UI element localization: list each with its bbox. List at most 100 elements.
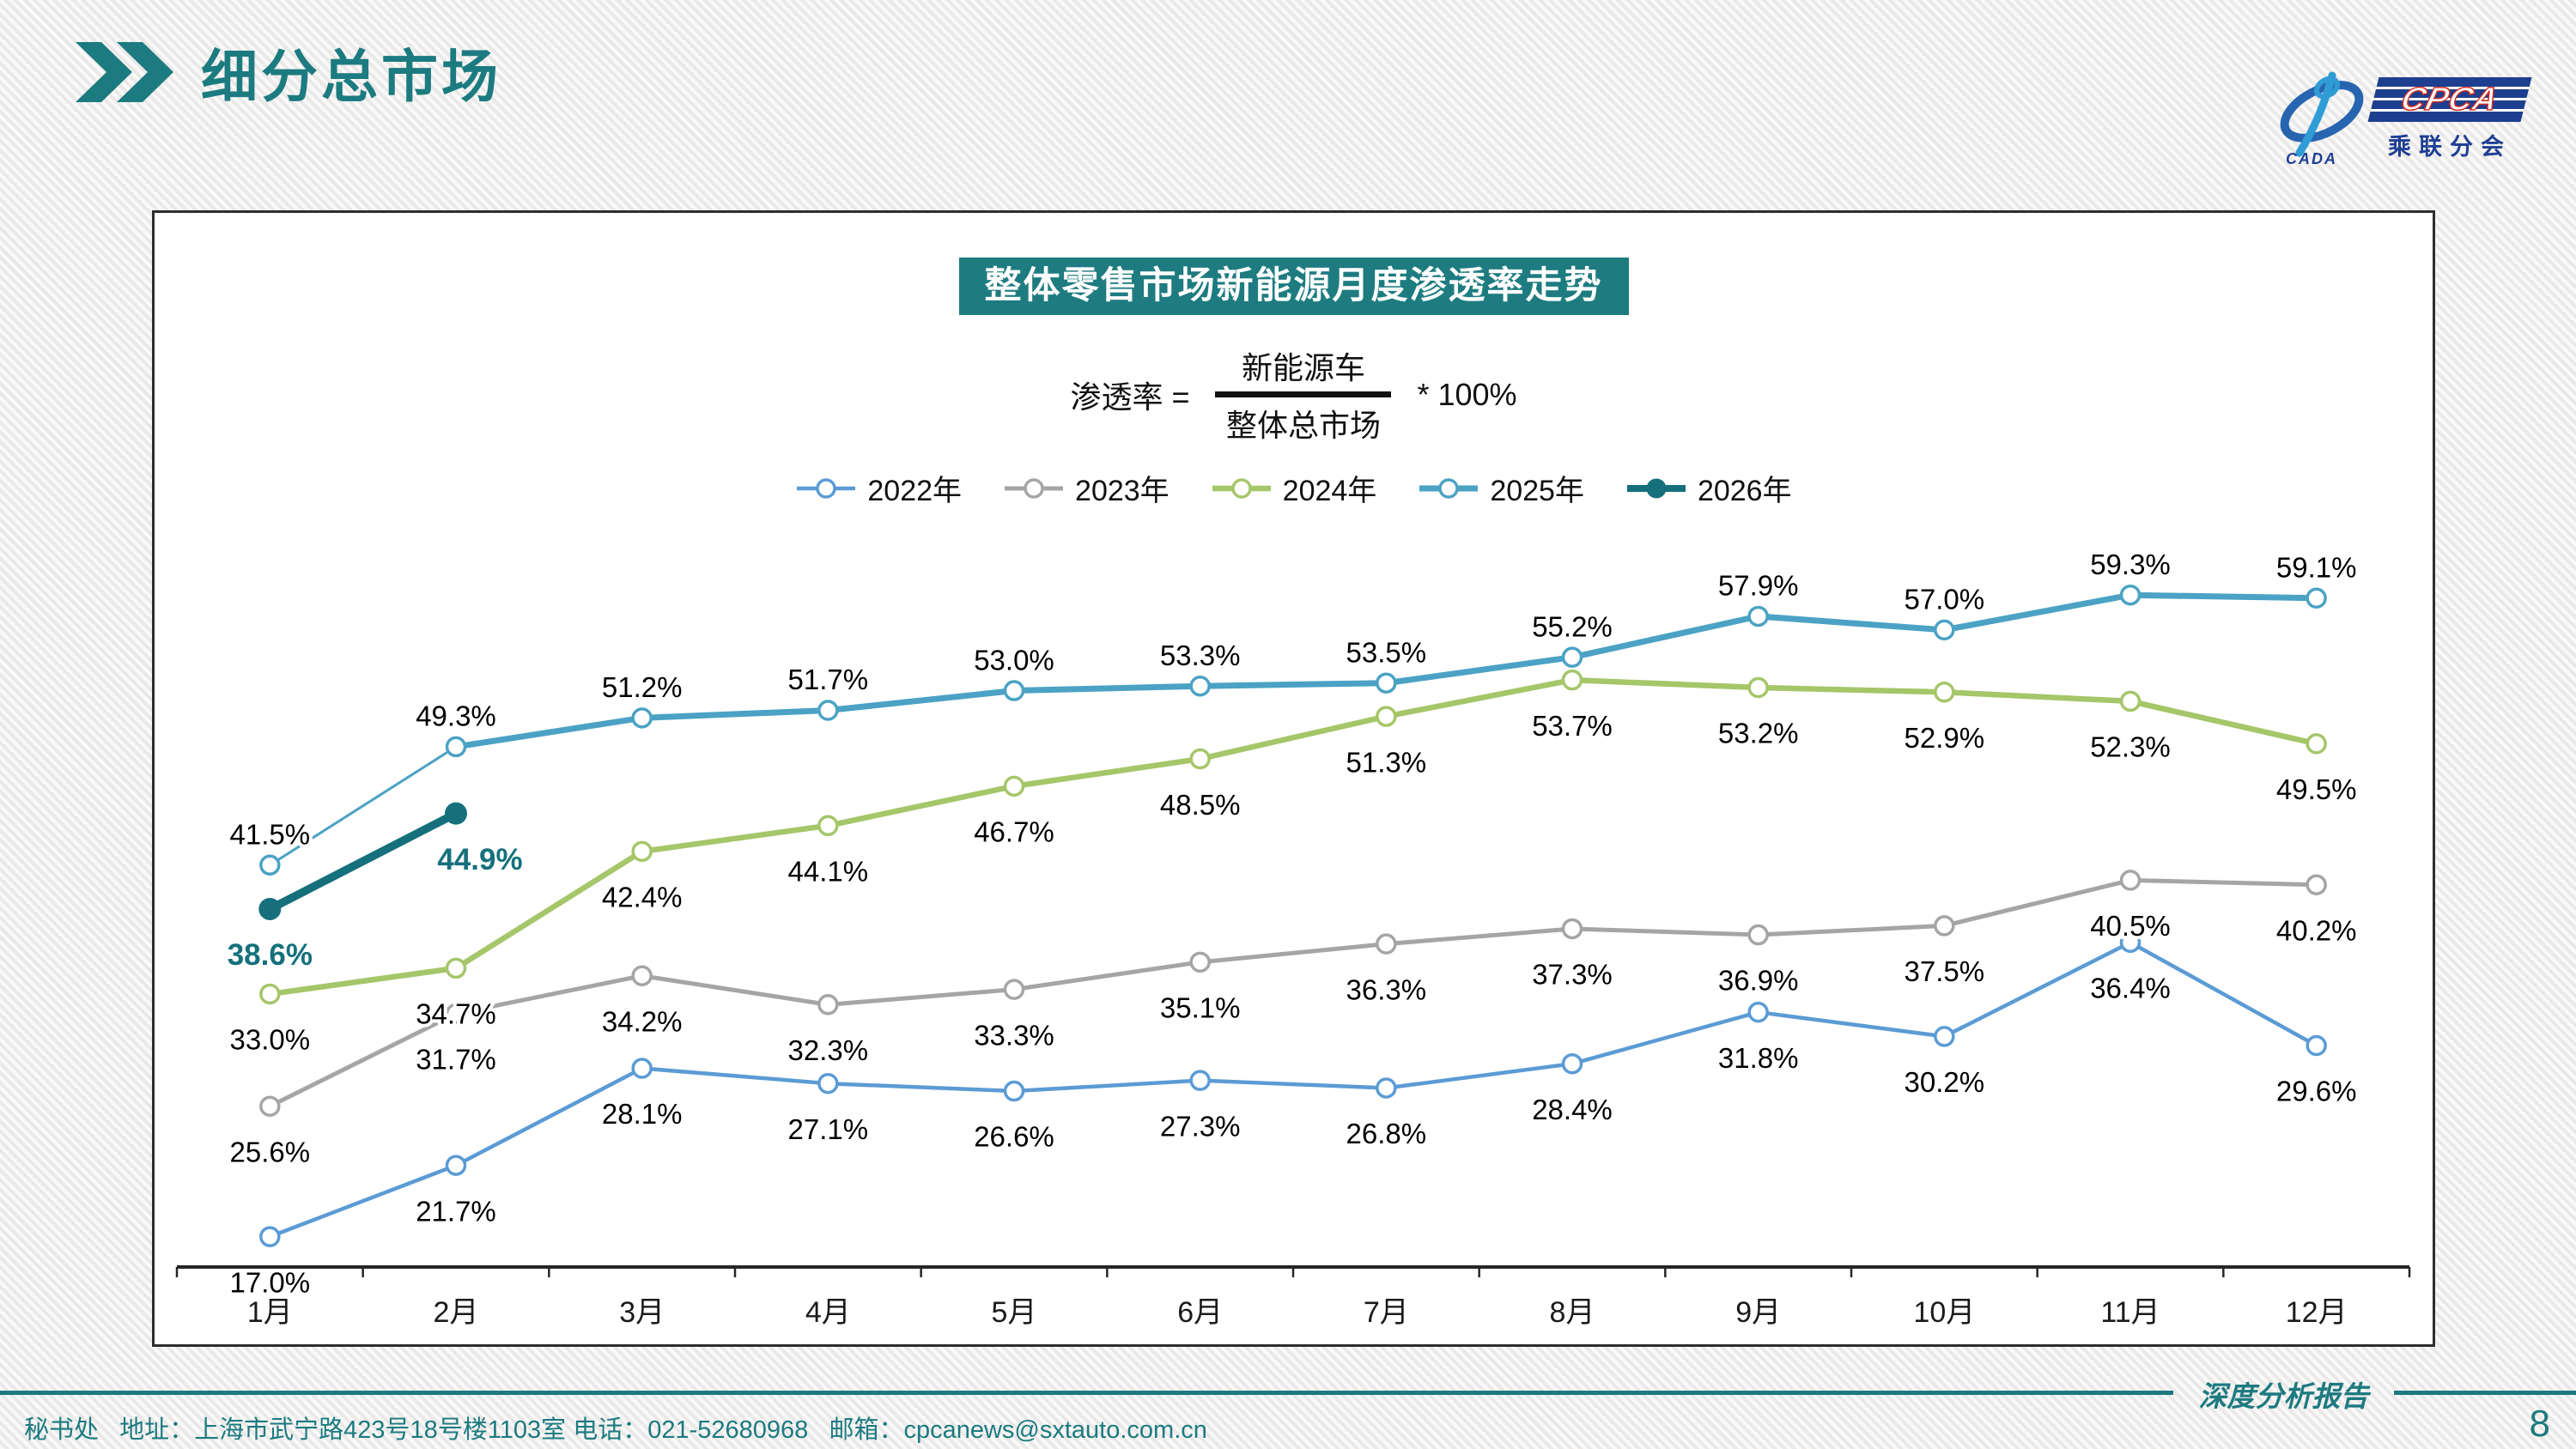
data-label: 46.7% — [974, 816, 1054, 848]
chart-card: 整体零售市场新能源月度渗透率走势 渗透率 = 新能源车 整体总市场 * 100%… — [152, 210, 2435, 1347]
data-label: 51.3% — [1346, 746, 1427, 778]
x-axis-label: 6月 — [1177, 1296, 1223, 1329]
cada-label: CADA — [2286, 150, 2337, 167]
data-label: 57.9% — [1718, 570, 1799, 602]
data-label: 32.3% — [788, 1034, 869, 1066]
chart-title-banner: 整体零售市场新能源月度渗透率走势 — [958, 258, 1629, 315]
x-axis-label: 10月 — [1913, 1296, 1975, 1329]
data-label: 48.5% — [1160, 789, 1241, 821]
data-label: 53.3% — [1160, 640, 1241, 671]
data-label: 17.0% — [230, 1266, 311, 1298]
legend-label: 2025年 — [1490, 475, 1584, 507]
data-label: 42.4% — [602, 882, 683, 913]
x-axis-label: 9月 — [1735, 1296, 1781, 1329]
data-label: 53.2% — [1718, 718, 1799, 749]
data-label: 25.6% — [230, 1136, 311, 1167]
chart-legend: 2022年 2023年 2024年 2025年 2026年 — [155, 467, 2433, 509]
formula-rhs: * 100% — [1417, 376, 1517, 412]
data-label: 59.3% — [2090, 549, 2171, 580]
data-label: 51.2% — [602, 671, 683, 703]
data-label: 29.6% — [2276, 1076, 2357, 1107]
legend-item-2022年: 2022年 — [795, 467, 962, 509]
legend-label: 2023年 — [1075, 475, 1170, 507]
formula-lhs: 渗透率 = — [1070, 379, 1190, 415]
double-chevron-icon — [76, 42, 173, 102]
data-label: 51.7% — [788, 664, 869, 695]
data-label: 26.6% — [974, 1121, 1054, 1153]
cpca-wordmark-block: CPCA 乘联分会 — [2367, 77, 2532, 161]
legend-label: 2024年 — [1282, 475, 1377, 507]
data-label: 38.6% — [228, 938, 313, 972]
legend-marker-icon — [1419, 477, 1479, 499]
legend-marker-icon — [1212, 477, 1271, 499]
data-label: 33.3% — [974, 1019, 1054, 1051]
cpca-logo: CADA CPCA 乘联分会 — [2277, 67, 2532, 168]
x-axis-label: 5月 — [992, 1296, 1037, 1329]
x-axis-label: 4月 — [805, 1296, 851, 1329]
data-label: 52.9% — [1905, 722, 1985, 754]
data-label: 36.4% — [2090, 973, 2171, 1004]
penetration-formula: 渗透率 = 新能源车 整体总市场 * 100% — [155, 343, 2433, 446]
data-label: 35.1% — [1160, 992, 1241, 1024]
footer-divider-left — [0, 1391, 2173, 1395]
data-label: 31.8% — [1718, 1042, 1799, 1074]
data-label: 49.5% — [2276, 773, 2357, 805]
formula-fraction: 新能源车 整体总市场 — [1206, 343, 1400, 446]
data-label: 27.3% — [1160, 1110, 1241, 1142]
legend-item-2025年: 2025年 — [1418, 467, 1584, 509]
data-label: 53.7% — [1532, 710, 1613, 742]
data-label: 33.0% — [230, 1024, 311, 1056]
data-label: 40.2% — [2276, 914, 2357, 946]
cpca-wordmark: CPCA — [2367, 77, 2532, 122]
data-label: 55.2% — [1532, 610, 1613, 642]
x-axis-label: 7月 — [1364, 1296, 1409, 1329]
x-axis-label: 1月 — [247, 1296, 293, 1329]
cada-emblem-icon: CADA — [2280, 71, 2364, 167]
legend-item-2023年: 2023年 — [1003, 467, 1170, 509]
data-label: 52.3% — [2090, 731, 2171, 763]
legend-item-2026年: 2026年 — [1625, 467, 1792, 509]
data-label: 53.0% — [974, 644, 1054, 676]
logo-subtitle: 乘联分会 — [2388, 134, 2512, 160]
formula-denominator: 整体总市场 — [1225, 408, 1381, 443]
cpca-text: CPCA — [2397, 81, 2503, 118]
fraction-bar — [1215, 391, 1392, 397]
data-label: 28.1% — [602, 1098, 683, 1130]
data-label: 34.7% — [416, 998, 496, 1030]
legend-label: 2022年 — [867, 475, 963, 507]
x-axis-label: 11月 — [2100, 1296, 2160, 1329]
data-label: 34.2% — [602, 1005, 683, 1037]
data-label: 26.8% — [1346, 1118, 1427, 1149]
data-label: 36.3% — [1346, 973, 1427, 1005]
formula-numerator: 新能源车 — [1241, 350, 1365, 385]
x-axis-label: 2月 — [434, 1296, 479, 1329]
data-label: 36.9% — [1718, 965, 1799, 997]
data-label: 44.9% — [437, 843, 522, 876]
legend-marker-icon — [1626, 478, 1686, 498]
data-label: 40.5% — [2090, 910, 2171, 942]
data-label: 41.5% — [230, 818, 311, 850]
x-axis-label: 12月 — [2286, 1296, 2348, 1329]
data-label: 53.5% — [1346, 636, 1427, 668]
x-axis-label: 8月 — [1550, 1296, 1595, 1329]
slide-header: 细分总市场 — [76, 31, 501, 113]
x-axis-label: 3月 — [619, 1296, 665, 1329]
legend-item-2024年: 2024年 — [1211, 467, 1377, 509]
data-label: 59.1% — [2276, 551, 2357, 583]
report-title: 深度分析报告 — [2198, 1379, 2369, 1413]
page-number: 8 — [2529, 1403, 2550, 1445]
contact-info: 秘书处 地址：上海市武宁路423号18号楼1103室 电话：021-526809… — [24, 1416, 1207, 1444]
legend-marker-icon — [797, 477, 856, 499]
data-label: 37.5% — [1905, 955, 1985, 987]
data-label: 37.3% — [1532, 959, 1613, 991]
data-label: 27.1% — [788, 1113, 869, 1145]
data-label: 49.3% — [416, 700, 496, 732]
data-label: 44.1% — [788, 856, 869, 888]
data-label: 31.7% — [416, 1044, 496, 1076]
page-title: 细分总市场 — [201, 45, 501, 108]
data-label: 21.7% — [416, 1195, 496, 1227]
footer-divider-right — [2394, 1391, 2576, 1395]
data-label: 30.2% — [1905, 1066, 1985, 1098]
legend-label: 2026年 — [1697, 475, 1792, 507]
